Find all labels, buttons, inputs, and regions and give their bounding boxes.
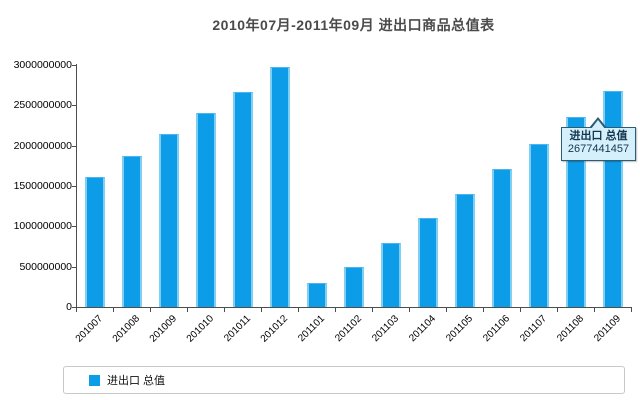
- x-axis-tick: [409, 308, 410, 312]
- bar-201105[interactable]: [455, 194, 475, 307]
- x-axis-tick: [557, 308, 558, 312]
- x-axis-tick: [224, 308, 225, 312]
- tooltip-series-label: 进出口 总值: [569, 130, 628, 142]
- bar-201008[interactable]: [122, 156, 142, 307]
- y-axis-tick: [72, 146, 76, 147]
- y-axis-tick: [72, 65, 76, 66]
- x-axis-line: [76, 307, 632, 308]
- bar-201106[interactable]: [492, 169, 512, 307]
- bar-201102[interactable]: [344, 267, 364, 307]
- bar-201010[interactable]: [196, 113, 216, 307]
- x-axis-tick: [631, 308, 632, 312]
- x-axis-tick: [335, 308, 336, 312]
- x-axis-tick: [187, 308, 188, 312]
- y-axis-tick: [72, 307, 76, 308]
- y-axis-tick: [72, 186, 76, 187]
- x-axis-tick: [483, 308, 484, 312]
- x-axis-tick: [113, 308, 114, 312]
- legend-series-label[interactable]: 进出口 总值: [107, 375, 166, 387]
- legend: 进出口 总值: [63, 366, 625, 394]
- y-axis-label: 1500000000: [13, 180, 72, 192]
- x-axis-tick: [594, 308, 595, 312]
- y-axis-label: 2500000000: [13, 99, 72, 111]
- y-axis-tick: [72, 267, 76, 268]
- chart-title: 2010年07月-2011年09月 进出口商品总值表: [212, 17, 495, 33]
- bar-201101[interactable]: [307, 283, 327, 307]
- y-axis-label: 3000000000: [13, 59, 72, 71]
- x-axis-tick: [298, 308, 299, 312]
- x-axis-tick: [261, 308, 262, 312]
- bar-201104[interactable]: [418, 218, 438, 307]
- bar-201103[interactable]: [381, 243, 401, 307]
- tooltip: 进出口 总值 2677441457: [561, 117, 636, 161]
- y-axis-tick: [72, 105, 76, 106]
- bar-201007[interactable]: [85, 177, 105, 307]
- x-axis-tick: [76, 308, 77, 312]
- legend-swatch-icon[interactable]: [89, 374, 100, 386]
- bar-201009[interactable]: [159, 134, 179, 307]
- bar-201011[interactable]: [233, 92, 253, 307]
- bar-201012[interactable]: [270, 67, 290, 307]
- y-axis-label: 500000000: [19, 261, 72, 273]
- y-axis-line: [76, 64, 77, 307]
- tooltip-value: 2677441457: [567, 143, 630, 155]
- y-axis-label: 0: [66, 301, 72, 313]
- y-axis-label: 1000000000: [13, 220, 72, 232]
- tooltip-arrow-icon: [591, 120, 605, 129]
- bar-201107[interactable]: [529, 144, 549, 307]
- x-axis-tick: [150, 308, 151, 312]
- y-axis-label: 2000000000: [13, 140, 72, 152]
- x-axis-tick: [372, 308, 373, 312]
- y-axis-tick: [72, 226, 76, 227]
- bar-201108[interactable]: [566, 117, 586, 307]
- x-axis-tick: [520, 308, 521, 312]
- x-axis-tick: [446, 308, 447, 312]
